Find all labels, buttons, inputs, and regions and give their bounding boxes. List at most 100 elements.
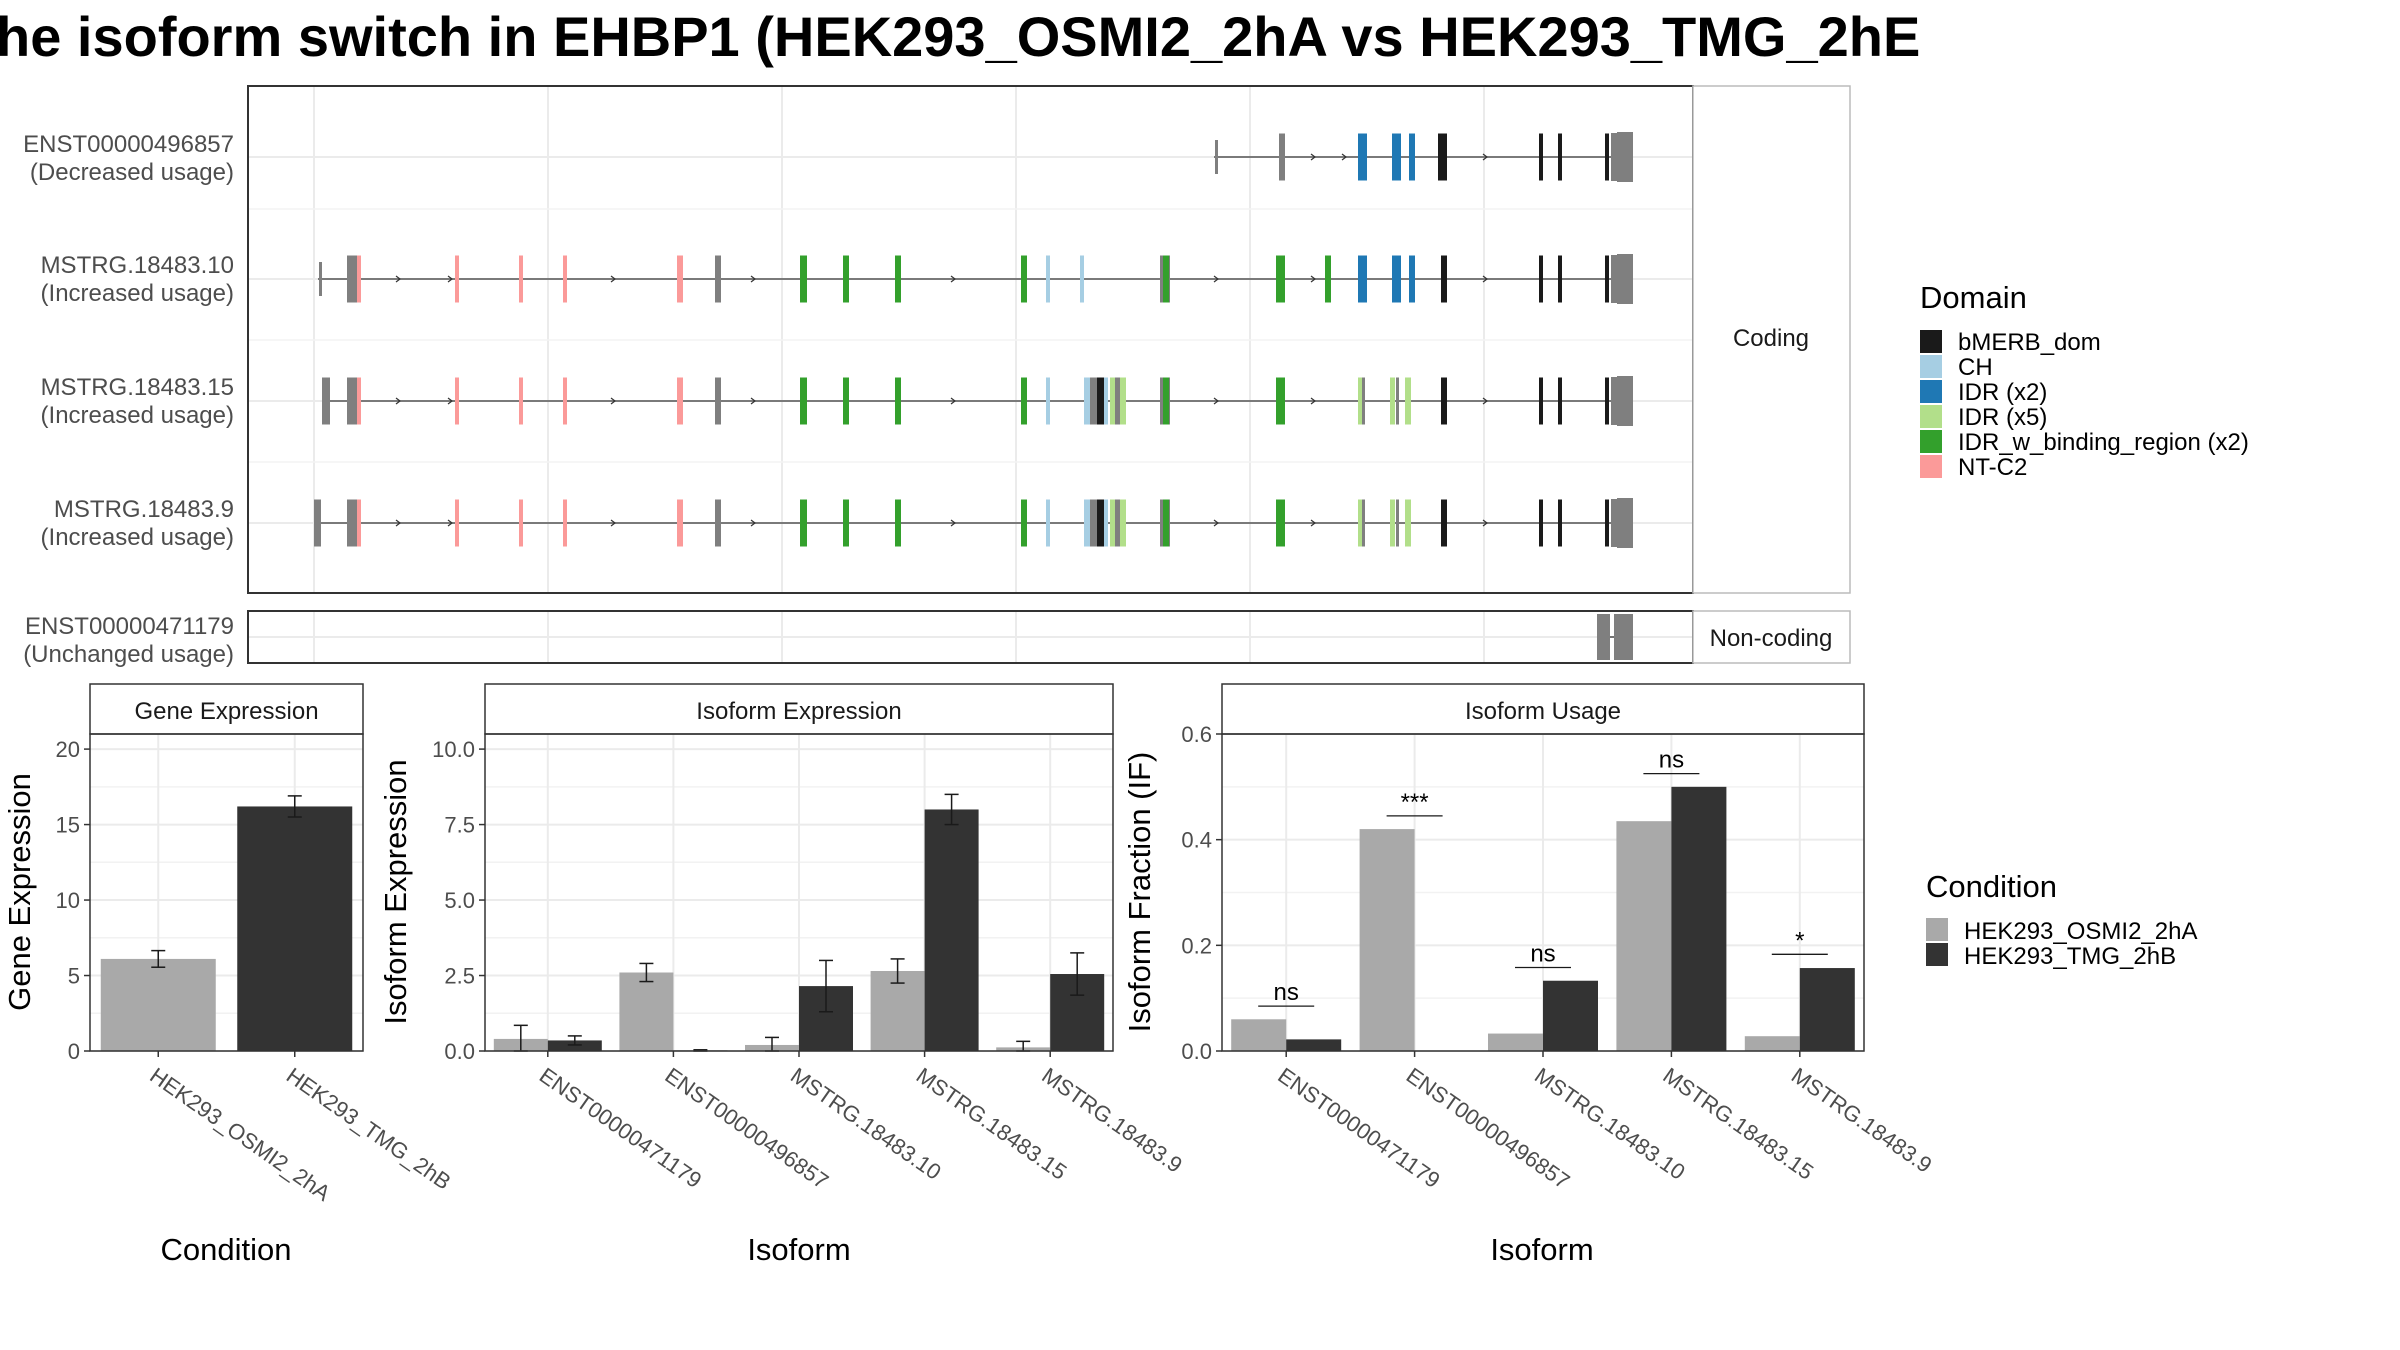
exon <box>1163 499 1169 547</box>
x-axis-title: Isoform <box>1490 1232 1593 1267</box>
exon <box>800 377 807 425</box>
exon <box>1441 377 1447 425</box>
transcript-label-usage: (Increased usage) <box>41 280 234 307</box>
bar <box>1231 1019 1287 1051</box>
exon <box>715 377 721 425</box>
exon <box>1021 377 1027 425</box>
legend-label: CH <box>1958 354 1993 381</box>
exon <box>1046 255 1050 303</box>
exon <box>1276 499 1285 547</box>
exon <box>1276 377 1285 425</box>
exon <box>1110 377 1115 425</box>
exon-start <box>319 262 322 296</box>
exon <box>1084 499 1094 547</box>
x-axis-title: Condition <box>161 1232 292 1267</box>
strand-arrow <box>1213 397 1219 405</box>
exon <box>1080 255 1084 303</box>
y-tick-label: 0.2 <box>1181 933 1212 958</box>
y-tick-label: 5 <box>68 964 80 989</box>
bar <box>547 1040 602 1051</box>
exon <box>1021 499 1027 547</box>
exon <box>1390 377 1395 425</box>
y-axis-title: Isoform Fraction (IF) <box>1122 752 1157 1033</box>
exon <box>563 255 567 303</box>
exon <box>715 255 721 303</box>
exon <box>455 255 459 303</box>
bar <box>924 809 979 1051</box>
exon <box>1104 377 1108 425</box>
exon <box>1539 133 1543 181</box>
exon <box>1614 614 1633 660</box>
exon-end <box>1617 498 1633 548</box>
exon <box>1120 499 1126 547</box>
facet-strip <box>484 683 1114 735</box>
exon <box>895 499 901 547</box>
y-tick-label: 0.0 <box>1181 1039 1212 1064</box>
exon <box>1558 499 1562 547</box>
exon <box>455 377 459 425</box>
exon <box>1611 377 1617 425</box>
strand-arrow <box>1310 153 1316 161</box>
exon <box>1539 255 1543 303</box>
bar <box>870 970 925 1051</box>
facet-strip <box>89 683 364 735</box>
transcript-label-id: MSTRG.18483.9 <box>54 496 234 523</box>
exon <box>519 377 523 425</box>
exon <box>347 255 357 303</box>
exon <box>1097 377 1104 425</box>
exon <box>677 255 683 303</box>
bar <box>1744 1036 1800 1051</box>
exon <box>1605 499 1609 547</box>
strand-arrow <box>395 275 401 283</box>
exon <box>1090 499 1098 547</box>
exon <box>1358 377 1365 425</box>
exon <box>1163 255 1169 303</box>
exon <box>1539 499 1543 547</box>
exon <box>1362 499 1365 547</box>
exon <box>800 499 807 547</box>
legend-key-cond-a <box>1926 918 1948 941</box>
strand-arrow <box>1213 275 1219 283</box>
noncoding-strip <box>1692 610 1851 664</box>
exon <box>1115 499 1120 547</box>
exon-end <box>1617 376 1633 426</box>
exon <box>357 255 361 303</box>
y-tick-label: 15 <box>56 813 80 838</box>
exon <box>1279 133 1285 181</box>
facet-strip-label: Isoform Expression <box>696 698 901 725</box>
domain-legend-title: Domain <box>1920 280 2027 315</box>
figure-title: he isoform switch in EHBP1 (HEK293_OSMI2… <box>0 5 1920 68</box>
exon <box>1396 377 1399 425</box>
transcript-marks <box>314 132 1633 660</box>
exon <box>1611 255 1617 303</box>
legend-key-idr-binding <box>1920 430 1942 453</box>
facet-strip-label: Isoform Usage <box>1465 698 1621 725</box>
exon <box>1605 255 1609 303</box>
strand-arrow <box>1310 397 1316 405</box>
exon <box>1441 133 1447 181</box>
exon-start <box>322 377 330 425</box>
transcript-label-id: ENST00000471179 <box>25 613 234 640</box>
y-tick-label: 0 <box>68 1039 80 1064</box>
strand-arrow <box>447 519 453 527</box>
y-tick-label: 20 <box>56 737 80 762</box>
exon <box>800 255 807 303</box>
legend-key-idr-x2 <box>1920 380 1942 403</box>
significance-label: ns <box>1530 941 1555 968</box>
bar <box>1359 829 1415 1051</box>
strand-arrow <box>1341 153 1347 161</box>
legend-key-ch <box>1920 355 1942 378</box>
exon <box>1605 377 1609 425</box>
y-axis-title: Gene Expression <box>2 773 37 1011</box>
exon <box>1605 133 1609 181</box>
transcript-label-id: ENST00000496857 <box>23 131 234 158</box>
exon <box>1358 499 1365 547</box>
exon <box>357 499 361 547</box>
significance-label: ns <box>1659 747 1684 774</box>
exon <box>1046 499 1050 547</box>
legend-label: HEK293_OSMI2_2hA <box>1964 918 2197 945</box>
exon <box>1539 377 1543 425</box>
exon <box>895 255 901 303</box>
exon <box>1021 255 1027 303</box>
